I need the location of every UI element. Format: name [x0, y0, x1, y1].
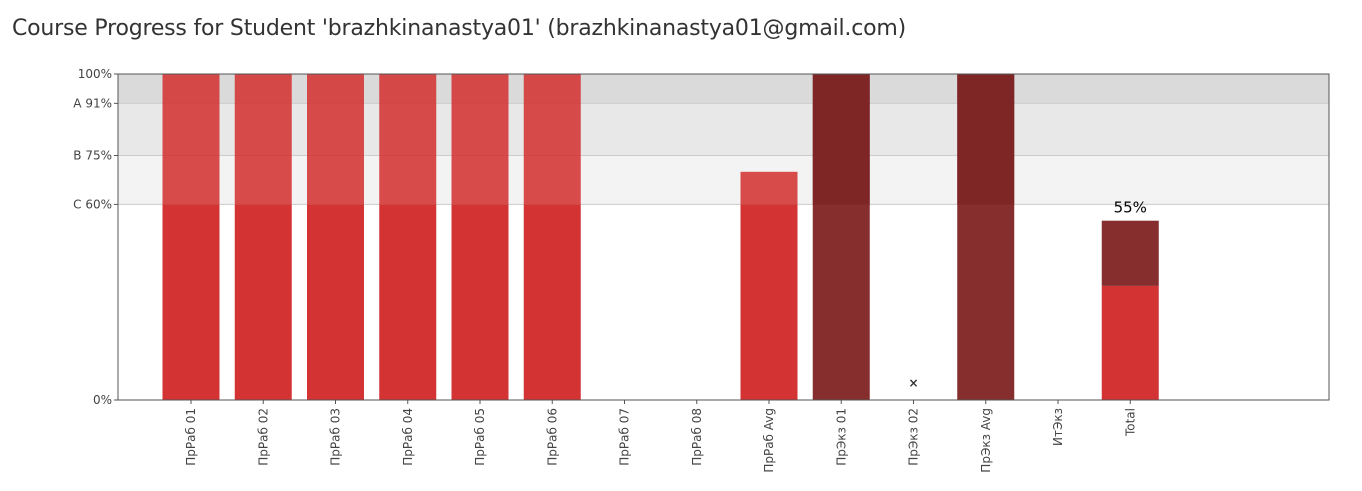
bar-segment [307, 74, 364, 205]
bar-segment [957, 74, 1015, 205]
x-tick-label: ПрРаб 03 [329, 408, 343, 466]
x-tick-label: ИтЭкз [1051, 408, 1065, 446]
y-tick-label: 100% [78, 67, 112, 81]
bar-segment [812, 74, 870, 205]
x-tick-label: ПрРаб Avg [762, 408, 776, 473]
bar [234, 204, 292, 400]
chart-bars: × 55% [162, 74, 1159, 400]
bar-segment [162, 74, 220, 205]
bar [162, 204, 220, 400]
y-tick-label: A 91% [73, 96, 112, 110]
bar-segment [379, 74, 437, 205]
y-axis: 100% A 91% B 75% C 60% 0% [73, 67, 119, 407]
x-tick-label: ПрРаб 08 [690, 408, 704, 466]
y-tick-label: C 60% [73, 197, 112, 211]
x-tick-label: ПрРаб 02 [256, 408, 270, 466]
grade-band-1 [118, 103, 1329, 156]
bar-segment [451, 74, 509, 205]
bar [740, 204, 798, 400]
plot-frame [117, 73, 1330, 401]
bar [451, 204, 509, 400]
x-tick-label: ПрЭкз 01 [834, 408, 848, 466]
bar [523, 204, 581, 400]
x-tick-label: ПрЭкз 02 [907, 408, 921, 466]
x-axis: ПрРаб 01 ПрРаб 02 ПрРаб 03 ПрРаб 04 ПрРаб 05… [118, 399, 1329, 473]
bar [307, 204, 364, 400]
grade-band-0 [118, 74, 1329, 104]
x-tick-label: ПрРаб 04 [401, 408, 415, 466]
x-tick-label: ПрЭкз Avg [979, 408, 993, 473]
total-bar-segment [1101, 220, 1159, 286]
x-tick-label: ПрРаб 05 [473, 408, 487, 466]
bar-segment [740, 171, 798, 205]
total-data-label: 55% [1114, 199, 1147, 217]
y-tick-label: 0% [93, 393, 112, 407]
total-bar-segment [1101, 285, 1159, 400]
x-tick-label: ПрРаб 01 [184, 408, 198, 466]
grade-bands [118, 74, 1329, 205]
bar-segment [523, 74, 581, 205]
bar-segment [234, 74, 292, 205]
x-tick-label: Total [1123, 408, 1137, 437]
x-tick-label: ПрРаб 07 [618, 408, 632, 466]
page-title: Course Progress for Student 'brazhkinana… [12, 16, 906, 41]
x-tick-label: ПрРаб 06 [545, 408, 559, 466]
bar [379, 204, 437, 400]
grade-band-2 [118, 155, 1329, 205]
y-tick-label: B 75% [73, 149, 112, 163]
missing-marker: × [908, 376, 918, 390]
